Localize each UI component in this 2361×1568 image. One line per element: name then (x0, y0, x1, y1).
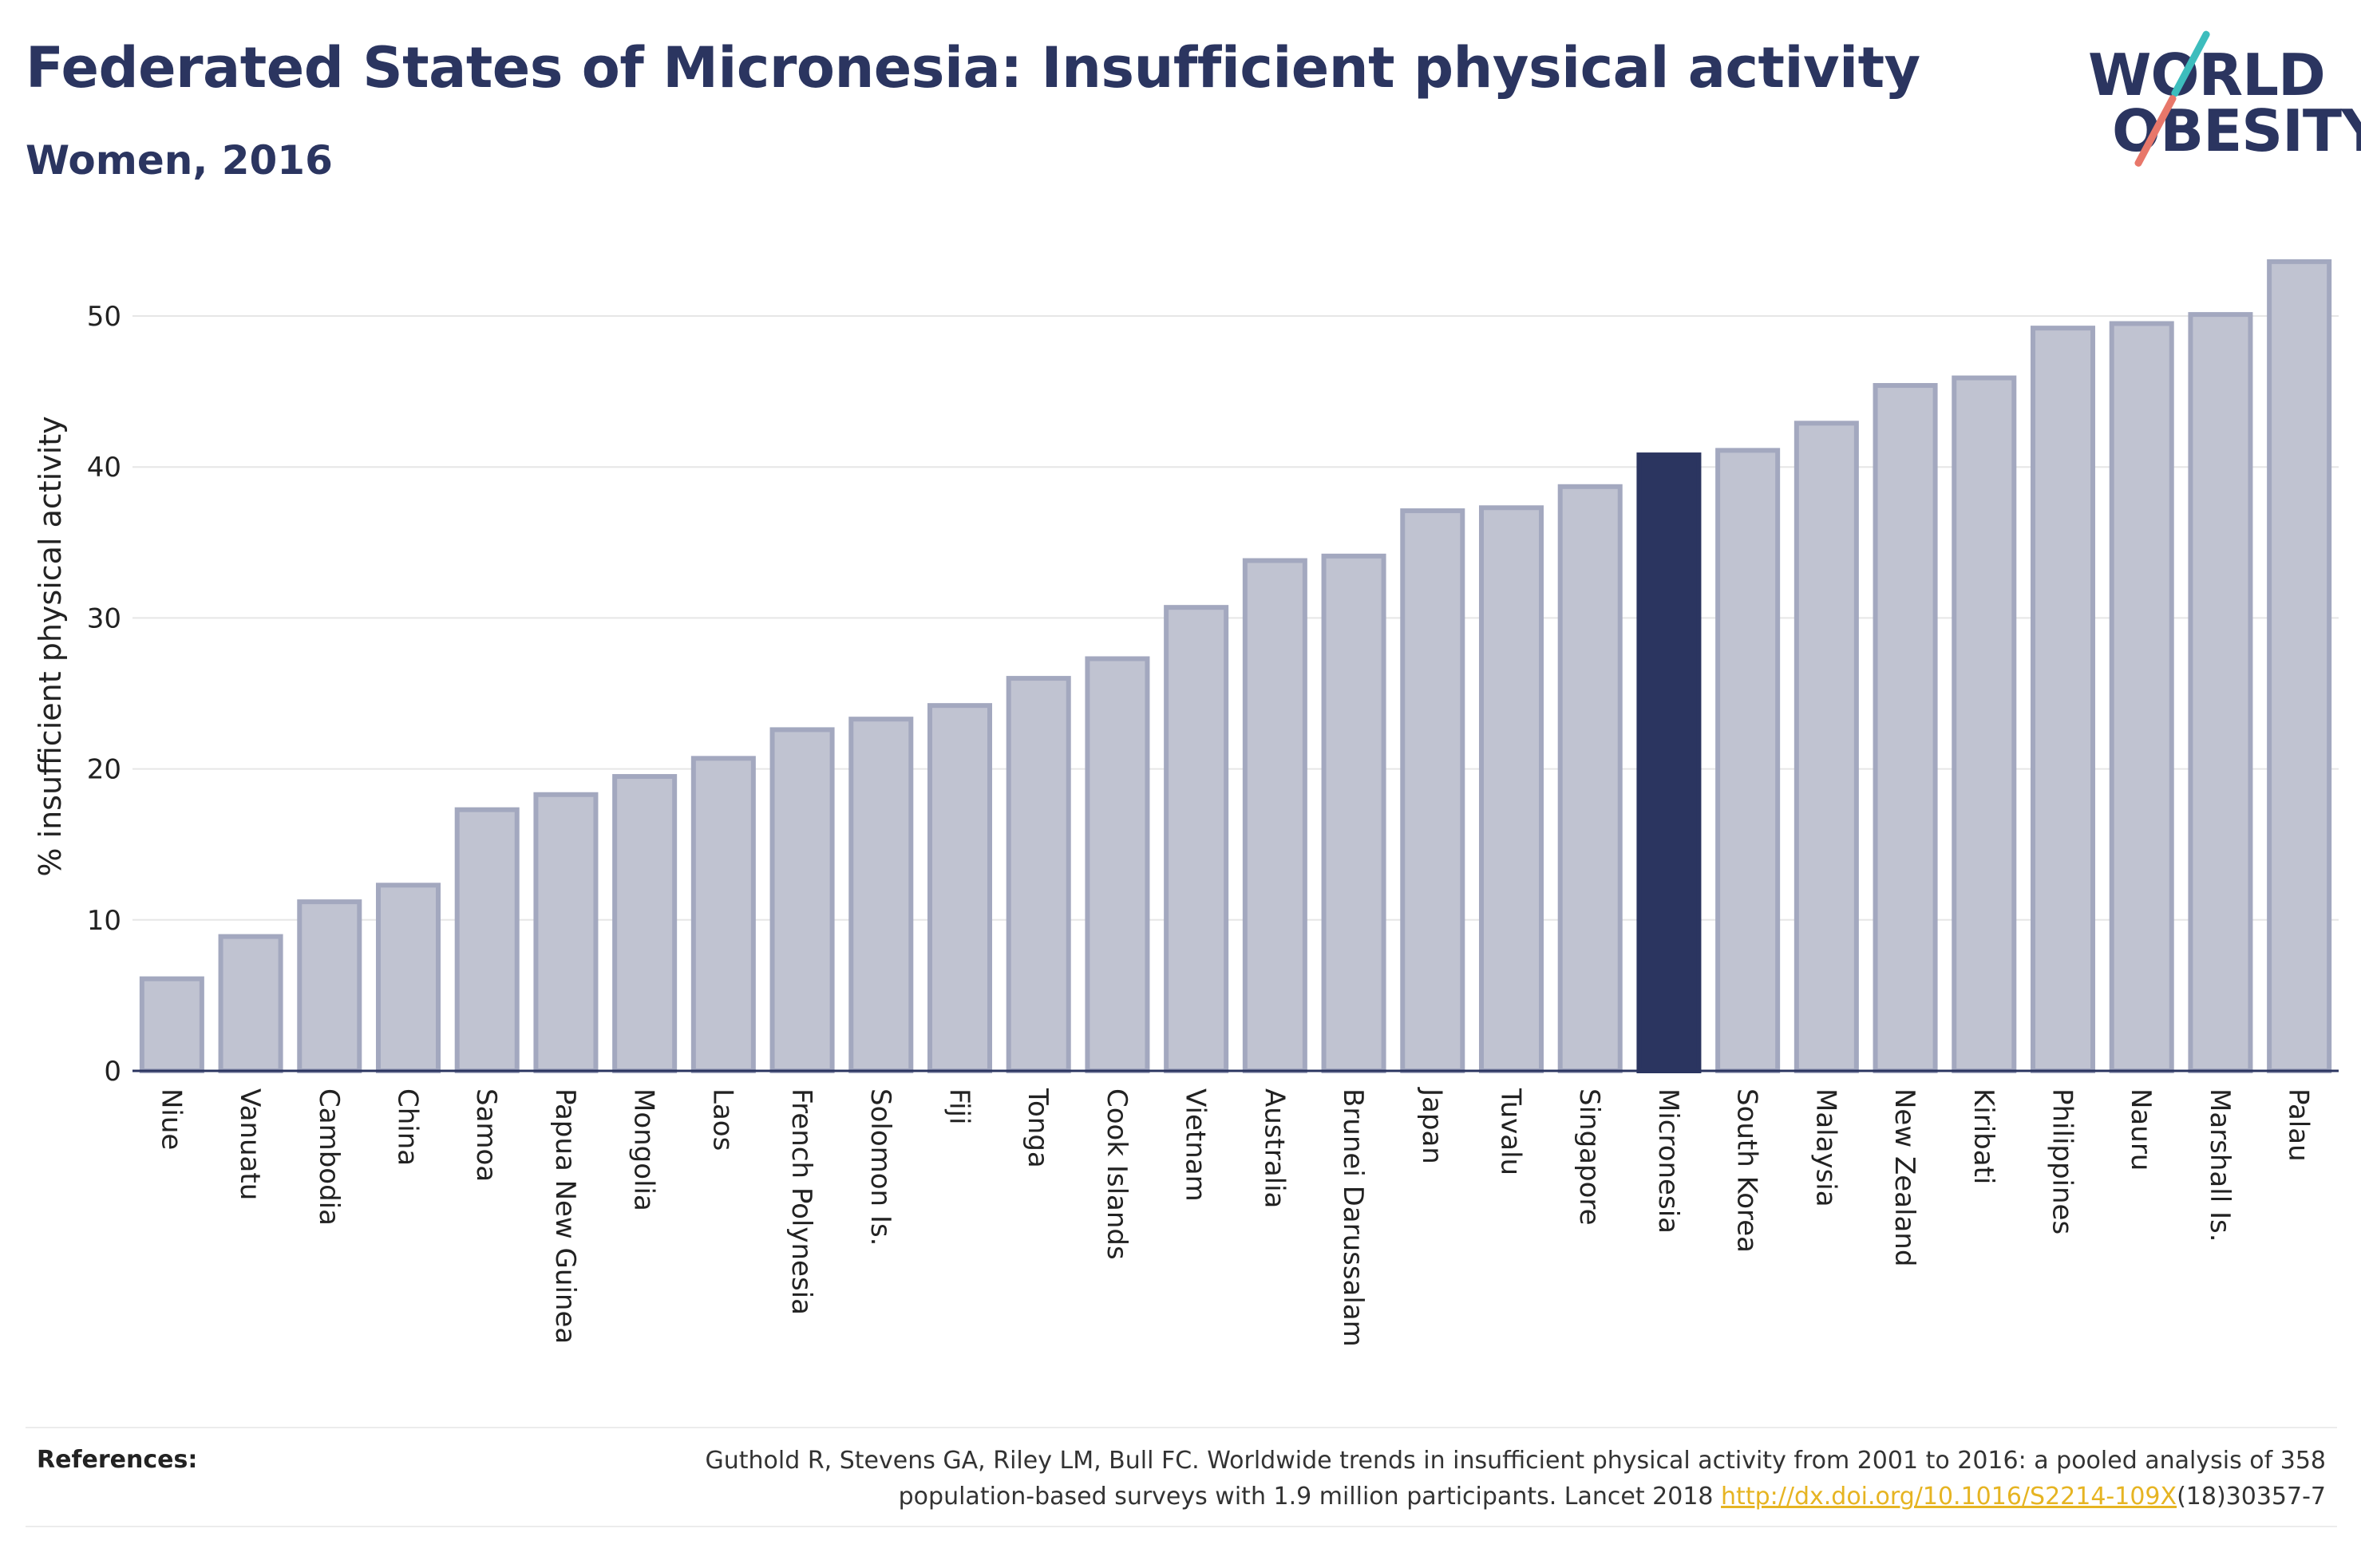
bar (848, 717, 914, 1073)
bar (1715, 448, 1781, 1073)
bar (375, 883, 441, 1074)
bar (1164, 605, 1229, 1073)
x-tick-label: Cambodia (313, 1088, 345, 1226)
bar (454, 807, 520, 1074)
references-citation-suffix: (18)30357-7 (2177, 1483, 2326, 1511)
x-tick-label: New Zealand (1888, 1088, 1920, 1266)
references-text: Guthold R, Stevens GA, Riley LM, Bull FC… (570, 1443, 2326, 1515)
x-tick-label: Papua New Guinea (549, 1088, 581, 1344)
bar (690, 756, 756, 1074)
bar-chart: 0 10 20 30 40 50 Niue Vanuatu Cambodia China Samo… (33, 259, 2339, 1347)
references-divider-top (26, 1427, 2337, 1428)
bar (2188, 312, 2253, 1074)
x-tick-label: Fiji (943, 1088, 975, 1124)
x-tick-label: South Korea (1731, 1088, 1763, 1253)
bars (139, 259, 2332, 1074)
x-tick-label: Kiribati (1968, 1088, 1999, 1184)
bar-highlighted (1636, 452, 1702, 1073)
y-tick-label: 50 (87, 301, 121, 333)
bar (1242, 558, 1307, 1073)
bar (1873, 383, 1938, 1074)
x-tick-label: Mongolia (628, 1088, 660, 1211)
chart-title: Federated States of Micronesia: Insuffic… (26, 35, 1920, 101)
bar (533, 792, 599, 1073)
chart-subtitle: Women, 2016 (26, 137, 333, 184)
x-tick-label: Singapore (1573, 1088, 1605, 1226)
x-tick-label: Micronesia (1652, 1088, 1684, 1234)
references-citation: Guthold R, Stevens GA, Riley LM, Bull FC… (705, 1447, 2326, 1511)
bar (139, 976, 204, 1074)
x-tick-label: Palau (2283, 1088, 2315, 1162)
y-tick-label: 40 (87, 452, 121, 484)
bar (1085, 656, 1150, 1073)
bar (297, 899, 362, 1073)
bar (218, 934, 283, 1074)
x-tick-label: Solomon Is. (864, 1088, 896, 1246)
x-tick-label: Laos (706, 1088, 738, 1151)
x-tick-label: Tonga (1022, 1088, 1054, 1168)
y-tick-label: 20 (87, 754, 121, 786)
x-tick-label: French Polynesia (785, 1088, 817, 1315)
x-tick-label: Cook Islands (1101, 1088, 1133, 1260)
bar (1793, 421, 1859, 1073)
x-axis-tick-labels: Niue Vanuatu Cambodia China Samoa Papua New G… (155, 1087, 2314, 1347)
x-tick-label: China (392, 1088, 424, 1166)
bar (927, 703, 993, 1073)
bar (612, 774, 678, 1073)
bar (1557, 484, 1623, 1073)
bar (1478, 505, 1544, 1073)
x-tick-label: Vanuatu (234, 1088, 266, 1200)
x-tick-label: Marshall Is. (2204, 1088, 2236, 1242)
bar (1952, 375, 2017, 1073)
x-tick-label: Brunei Darussalam (1337, 1088, 1369, 1347)
logo-word-world: WORLD (2088, 41, 2326, 109)
x-tick-label: Tuvalu (1495, 1088, 1527, 1175)
world-obesity-logo: WORLD OBESITY (2075, 16, 2361, 176)
bar (769, 727, 835, 1074)
references-label: References: (37, 1446, 198, 1474)
x-tick-label: Japan (1416, 1087, 1448, 1164)
references-doi-link[interactable]: http://dx.doi.org/10.1016/S2214-109X (1721, 1483, 2177, 1511)
bar (2109, 321, 2174, 1073)
x-tick-label: Malaysia (1809, 1088, 1841, 1207)
x-tick-label: Vietnam (1180, 1088, 1212, 1202)
bar (1400, 508, 1465, 1073)
x-tick-label: Australia (1258, 1088, 1290, 1208)
y-tick-label: 0 (104, 1056, 121, 1088)
y-axis-ticks: 0 10 20 30 40 50 (87, 301, 121, 1088)
references-divider-bottom (26, 1526, 2337, 1527)
x-tick-label: Philippines (2047, 1088, 2078, 1234)
bar (1006, 676, 1071, 1074)
x-tick-label: Samoa (470, 1088, 502, 1182)
y-tick-label: 10 (87, 905, 121, 937)
bar (2267, 259, 2332, 1073)
y-tick-label: 30 (87, 602, 121, 634)
bar (2030, 326, 2096, 1073)
x-tick-label: Niue (155, 1088, 187, 1150)
x-tick-label: Nauru (2125, 1088, 2157, 1171)
y-axis-label: % insufficient physical activity (33, 416, 68, 876)
bar (1321, 553, 1386, 1073)
